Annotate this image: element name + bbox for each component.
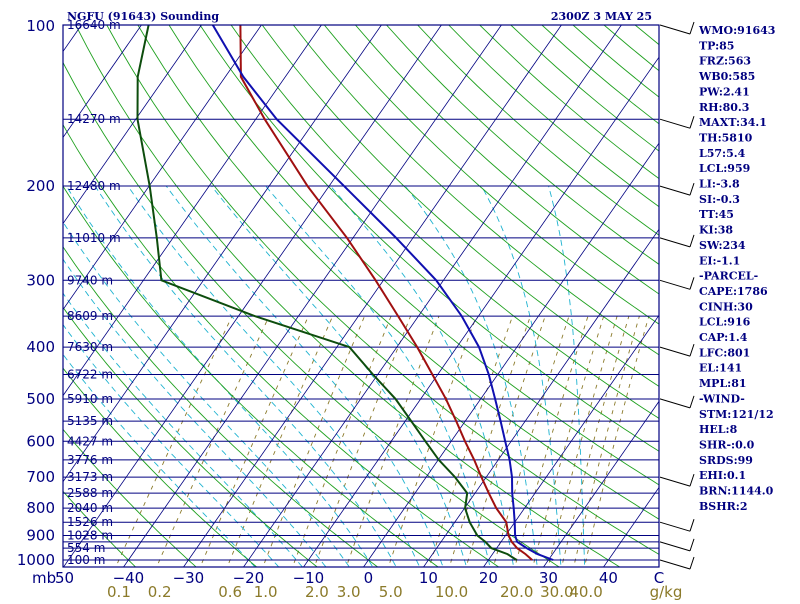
index-item: CAPE:1786 — [699, 285, 768, 298]
index-item: RH:80.3 — [699, 101, 749, 114]
mixing-ratio-tick-label: 10.0 — [435, 583, 468, 600]
height-label: 7630 m — [67, 340, 113, 354]
height-label: 3173 m — [67, 470, 113, 484]
index-item: WMO:91643 — [698, 24, 775, 37]
mixing-ratio-tick-label: 2.0 — [305, 583, 329, 600]
height-label: 2588 m — [67, 486, 113, 500]
height-label: 9740 m — [67, 273, 113, 287]
temperature-tick-label: 0 — [364, 569, 374, 587]
index-item: EHI:0.1 — [699, 469, 746, 482]
index-item: HEL:8 — [699, 423, 738, 436]
index-item: KI:38 — [699, 224, 733, 237]
height-label: 12480 m — [67, 179, 121, 193]
index-item: TH:5810 — [699, 131, 753, 144]
index-item: STM:121/12 — [699, 408, 774, 421]
index-item: TP:85 — [699, 39, 734, 52]
chart-time: 2300Z 3 MAY 25 — [551, 10, 652, 23]
height-label: 5910 m — [67, 392, 113, 406]
index-item: SRDS:99 — [699, 454, 753, 467]
height-label: 3776 m — [67, 453, 113, 467]
index-item: LI:-3.8 — [699, 178, 740, 191]
chart-title: NGFU (91643) Sounding — [67, 10, 219, 23]
pressure-tick-label: 600 — [26, 432, 55, 450]
index-item: TT:45 — [699, 208, 734, 221]
pressure-tick-label: 400 — [26, 338, 55, 356]
index-item: PW:2.41 — [699, 85, 750, 98]
index-item: BRN:1144.0 — [699, 485, 774, 498]
height-label: 2040 m — [67, 501, 113, 515]
index-item: SI:-0.3 — [699, 193, 740, 206]
pressure-tick-label: 700 — [26, 468, 55, 486]
temperature-left-label: 50 — [55, 569, 74, 587]
mixing-ratio-tick-label: 0.1 — [107, 583, 131, 600]
index-item: CINH:30 — [699, 300, 753, 313]
mixing-ratio-unit-label: g/kg — [650, 583, 683, 600]
index-item: -PARCEL- — [699, 270, 758, 283]
mixing-ratio-tick-label: 5.0 — [379, 583, 403, 600]
pressure-unit-label: mb — [32, 569, 56, 587]
index-item: SHR-:0.0 — [699, 438, 755, 451]
height-label: 8609 m — [67, 309, 113, 323]
height-label: 6722 m — [67, 367, 113, 381]
pressure-tick-label: 500 — [26, 390, 55, 408]
index-item: MPL:81 — [699, 377, 747, 390]
pressure-tick-label: 100 — [26, 17, 55, 35]
mixing-ratio-tick-label: 3.0 — [337, 583, 361, 600]
index-item: LCL:959 — [699, 162, 750, 175]
mixing-ratio-tick-label: 1.0 — [254, 583, 278, 600]
index-item: CAP:1.4 — [699, 331, 748, 344]
index-item: BSHR:2 — [699, 500, 748, 513]
index-item: LCL:916 — [699, 316, 751, 329]
height-label: 11010 m — [67, 231, 121, 245]
temperature-tick-label: 20 — [479, 569, 498, 587]
index-item: SW:234 — [699, 239, 746, 252]
index-item: L57:5.4 — [699, 147, 746, 160]
pressure-tick-label: 200 — [26, 177, 55, 195]
mixing-ratio-tick-label: 20.0 — [500, 583, 533, 600]
index-item: EI:-1.1 — [699, 254, 740, 267]
height-label: 4427 m — [67, 434, 113, 448]
index-item: LFC:801 — [699, 346, 750, 359]
temperature-tick-label: −30 — [173, 569, 205, 587]
mixing-ratio-tick-label: 40.0 — [569, 583, 602, 600]
pressure-tick-label: 300 — [26, 271, 55, 289]
height-label: 14270 m — [67, 112, 121, 126]
index-item: EL:141 — [699, 362, 742, 375]
pressure-tick-label: 1000 — [17, 551, 55, 569]
mixing-ratio-tick-label: 0.6 — [218, 583, 242, 600]
index-item: -WIND- — [699, 392, 745, 405]
pressure-tick-label: 800 — [26, 499, 55, 517]
pressure-tick-label: 900 — [26, 527, 55, 545]
height-label: 1526 m — [67, 515, 113, 529]
height-label: 5135 m — [67, 414, 113, 428]
height-label: 100 m — [67, 553, 105, 567]
index-item: MAXT:34.1 — [699, 116, 767, 129]
mixing-ratio-tick-label: 0.2 — [148, 583, 172, 600]
index-item: WB0:585 — [698, 70, 755, 83]
index-item: FRZ:563 — [699, 55, 751, 68]
